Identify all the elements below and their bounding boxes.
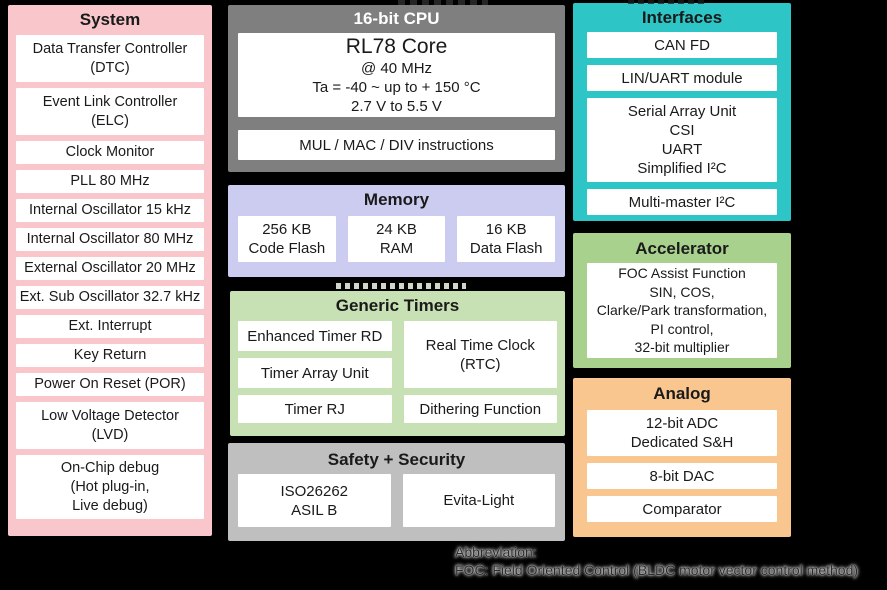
cpu-section: 16-bit CPU RL78 Core @ 40 MHz Ta = -40 ~… bbox=[228, 5, 565, 172]
block-internal-oscillator-15khz: Internal Oscillator 15 kHz bbox=[16, 199, 204, 222]
analog-section: Analog 12-bit ADC Dedicated S&H 8-bit DA… bbox=[573, 378, 791, 537]
interfaces-item-list: CAN FD LIN/UART module Serial Array Unit… bbox=[587, 32, 777, 215]
block-low-voltage-detector: Low Voltage Detector (LVD) bbox=[16, 402, 204, 449]
accelerator-section: Accelerator FOC Assist Function SIN, COS… bbox=[573, 233, 791, 368]
block-internal-oscillator-80mhz: Internal Oscillator 80 MHz bbox=[16, 228, 204, 251]
system-title: System bbox=[79, 10, 141, 29]
block-enhanced-timer-rd: Enhanced Timer RD bbox=[238, 321, 392, 351]
block-lin-uart-module: LIN/UART module bbox=[587, 65, 777, 91]
generic-timers-title: Generic Timers bbox=[335, 296, 460, 315]
safety-security-section: Safety + Security ISO26262 ASIL B Evita-… bbox=[228, 443, 565, 541]
block-pll: PLL 80 MHz bbox=[16, 170, 204, 193]
block-mul-mac-div-instructions: MUL / MAC / DIV instructions bbox=[238, 130, 555, 160]
cpu-frequency: @ 40 MHz bbox=[360, 60, 433, 77]
block-serial-array-unit: Serial Array Unit CSI UART Simplified I²… bbox=[587, 98, 777, 182]
block-key-return: Key Return bbox=[16, 344, 204, 367]
memory-section: Memory 256 KB Code Flash 24 KB RAM 16 KB… bbox=[228, 185, 565, 277]
analog-title: Analog bbox=[653, 384, 711, 403]
system-section: System Data Transfer Controller (DTC) Ev… bbox=[8, 5, 212, 536]
block-12bit-adc: 12-bit ADC Dedicated S&H bbox=[587, 410, 777, 456]
safety-item-list: ISO26262 ASIL B Evita-Light bbox=[238, 474, 555, 527]
block-timer-rj: Timer RJ bbox=[238, 395, 392, 423]
cpu-title: 16-bit CPU bbox=[353, 9, 440, 28]
safety-security-title: Safety + Security bbox=[327, 450, 466, 469]
system-item-list: Data Transfer Controller (DTC) Event Lin… bbox=[16, 35, 204, 528]
generic-timers-section: Generic Timers Enhanced Timer RD Real Ti… bbox=[230, 291, 565, 436]
block-ext-sub-oscillator: Ext. Sub Oscillator 32.7 kHz bbox=[16, 286, 204, 309]
block-clock-monitor: Clock Monitor bbox=[16, 141, 204, 164]
memory-title: Memory bbox=[363, 190, 430, 209]
block-iso26262-asil-b: ISO26262 ASIL B bbox=[238, 474, 391, 527]
interfaces-section: Interfaces CAN FD LIN/UART module Serial… bbox=[573, 3, 791, 221]
block-power-on-reset: Power On Reset (POR) bbox=[16, 373, 204, 396]
foc-definition: FOC: Field Oriented Control (BLDC motor … bbox=[455, 561, 859, 578]
cpu-core-name: RL78 Core bbox=[345, 35, 448, 58]
block-dithering-function: Dithering Function bbox=[403, 395, 557, 423]
clipped-text-artifact bbox=[628, 0, 706, 4]
block-ext-interrupt: Ext. Interrupt bbox=[16, 315, 204, 338]
block-can-fd: CAN FD bbox=[587, 32, 777, 58]
block-foc-assist-function: FOC Assist Function SIN, COS, Clarke/Par… bbox=[587, 263, 777, 358]
block-multi-master-i2c: Multi-master I²C bbox=[587, 189, 777, 215]
clipped-text-artifact bbox=[336, 283, 466, 289]
accelerator-title: Accelerator bbox=[635, 239, 729, 258]
block-ram: 24 KB RAM bbox=[347, 216, 446, 262]
block-8bit-dac: 8-bit DAC bbox=[587, 463, 777, 489]
interfaces-title: Interfaces bbox=[641, 8, 723, 27]
block-comparator: Comparator bbox=[587, 496, 777, 522]
block-external-oscillator-20mhz: External Oscillator 20 MHz bbox=[16, 257, 204, 280]
generic-timers-grid: Enhanced Timer RD Real Time Clock (RTC) … bbox=[238, 321, 557, 423]
block-data-transfer-controller: Data Transfer Controller (DTC) bbox=[16, 35, 204, 82]
block-evita-light: Evita-Light bbox=[402, 474, 555, 527]
analog-item-list: 12-bit ADC Dedicated S&H 8-bit DAC Compa… bbox=[587, 410, 777, 522]
clipped-text-artifact bbox=[398, 0, 488, 5]
block-timer-array-unit: Timer Array Unit bbox=[238, 358, 392, 388]
cpu-voltage-range: 2.7 V to 5.5 V bbox=[351, 98, 442, 115]
abbreviation-footnote: Abbreviation: FOC: Field Oriented Contro… bbox=[455, 544, 858, 579]
block-rl78-core: RL78 Core @ 40 MHz Ta = -40 ~ up to + 15… bbox=[238, 33, 555, 117]
cpu-temperature-range: Ta = -40 ~ up to + 150 °C bbox=[312, 79, 481, 96]
block-data-flash: 16 KB Data Flash bbox=[457, 216, 556, 262]
block-on-chip-debug: On-Chip debug (Hot plug-in, Live debug) bbox=[16, 455, 204, 519]
abbreviation-label: Abbreviation: bbox=[455, 544, 537, 560]
block-real-time-clock: Real Time Clock (RTC) bbox=[403, 321, 557, 388]
block-event-link-controller: Event Link Controller (ELC) bbox=[16, 88, 204, 135]
block-code-flash: 256 KB Code Flash bbox=[238, 216, 336, 262]
memory-item-list: 256 KB Code Flash 24 KB RAM 16 KB Data F… bbox=[238, 216, 556, 262]
